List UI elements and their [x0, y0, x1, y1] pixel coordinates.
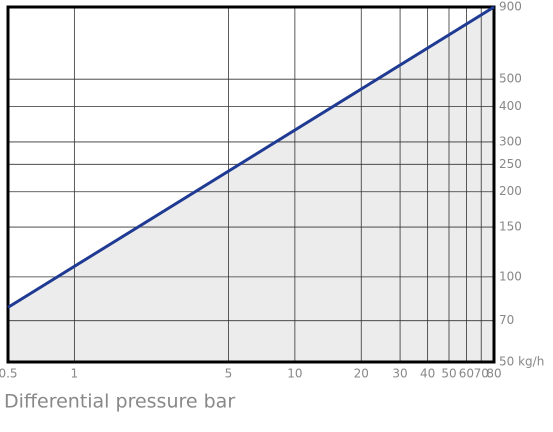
x-tick-label: 40 [420, 367, 435, 381]
plot-frame [6, 5, 496, 364]
x-tick-label: 20 [354, 367, 369, 381]
x-tick-label: 5 [225, 367, 233, 381]
x-tick-label: 80 [486, 367, 501, 381]
y-tick-label: 300 [499, 134, 522, 148]
y-tick-label: 100 [499, 269, 522, 283]
y-tick-label: 500 [499, 72, 522, 86]
y-tick-label: 200 [499, 184, 522, 198]
y-tick-label: 50 kg/h [499, 355, 544, 369]
x-tick-label: 70 [474, 367, 489, 381]
x-axis-title: Differential pressure bar [4, 391, 235, 413]
y-tick-label: 70 [499, 313, 514, 327]
y-tick-label: 400 [499, 99, 522, 113]
x-tick-label: 30 [392, 367, 407, 381]
x-tick-label: 60 [459, 367, 474, 381]
x-tick-label: 10 [287, 367, 302, 381]
series-line [7, 5, 495, 309]
y-tick-label: 900 [499, 0, 522, 14]
x-tick-label: 0.5 [0, 367, 18, 381]
x-tick-label: 50 [441, 367, 456, 381]
y-tick-label: 250 [499, 157, 522, 171]
x-tick-label: 1 [71, 367, 79, 381]
area [8, 7, 494, 362]
y-tick-label: 150 [499, 220, 522, 234]
